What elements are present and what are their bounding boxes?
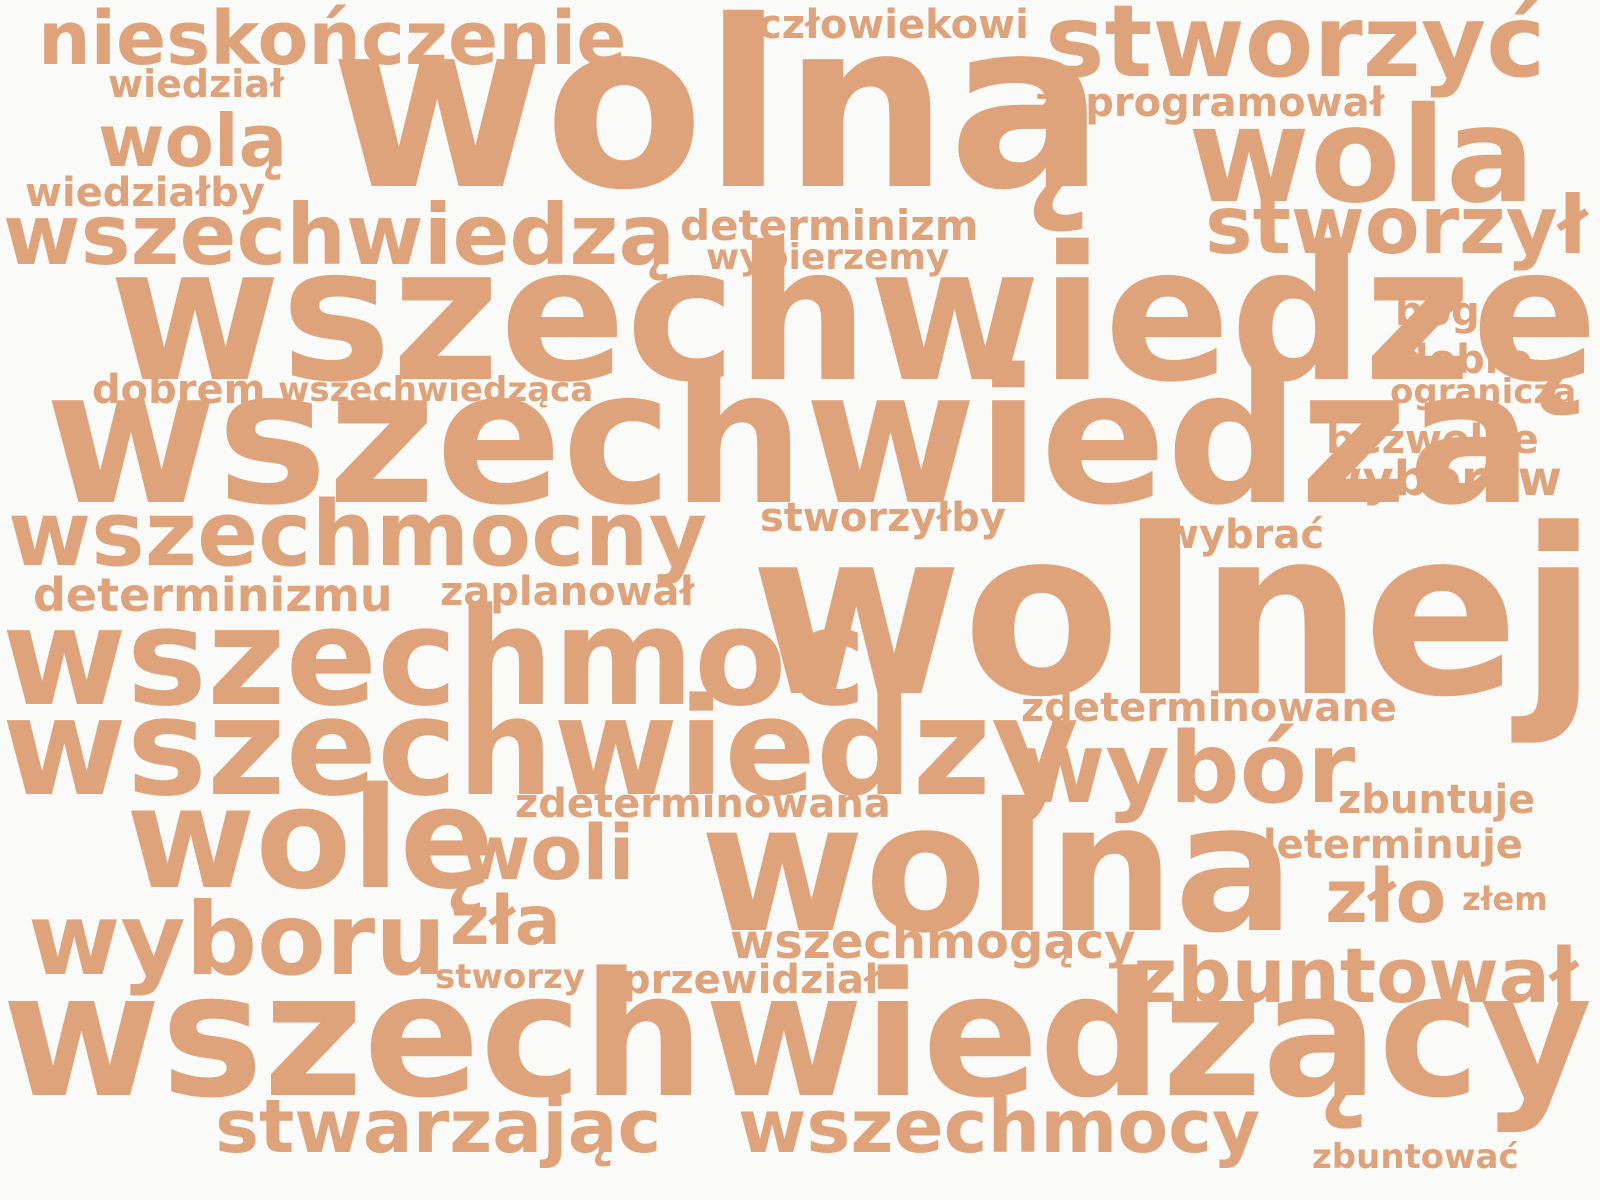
word-wyborow: wyborów [1318, 451, 1562, 507]
word-wszechwiedzy: wszechwiedzy [2, 669, 1080, 826]
word-zbuntuje: zbuntuje [1338, 777, 1536, 823]
word-stworzyc: stworzyć [1045, 0, 1546, 100]
word-przewidzial: przewidział [622, 957, 879, 1003]
word-determinizm: determinizm [680, 201, 979, 250]
word-wiedzial: wiedział [108, 62, 284, 106]
word-wola-instr: wolą [98, 99, 288, 183]
word-zlo: zło [1325, 854, 1447, 940]
word-wolna: wolna [700, 765, 1295, 972]
word-czlowiekowi: człowiekowi [758, 2, 1029, 48]
word-wybierzemy: wybierzemy [706, 237, 950, 278]
word-zaplanowal: zaplanował [440, 569, 695, 615]
word-wszechmocny: wszechmocny [8, 482, 708, 587]
word-wszechmocy: wszechmocy [738, 1084, 1261, 1170]
word-stworzyl: stworzył [1205, 179, 1588, 272]
word-zbuntowac: zbuntować [1312, 1137, 1519, 1177]
word-nieskonczenie: nieskończenie [38, 0, 627, 82]
word-wybrac: wybrać [1162, 512, 1325, 558]
word-stwarzajac: stwarzając [215, 1084, 662, 1170]
word-wiedzialby: wiedziałby [25, 170, 265, 216]
word-zaprogramowal: zaprogramował [1035, 80, 1385, 126]
word-wyboru: wyboru [28, 881, 447, 998]
word-dobrem: dobrem [92, 367, 266, 413]
word-zbuntowal: zbuntował [1133, 931, 1579, 1020]
word-zlem: złem [1462, 880, 1548, 918]
word-wola: wola [1188, 79, 1535, 233]
word-wszechwiedza-instr: wszechwiedzą [3, 186, 676, 284]
word-zdeterminowane: zdeterminowane [1021, 685, 1397, 731]
word-woli: woli [460, 808, 635, 897]
word-stworzy: stworzy [435, 957, 585, 997]
word-bezwolne: bezwolne [1326, 417, 1539, 463]
word-stworzylby: stworzyłby [760, 495, 1006, 541]
word-wolnej: wolnej [750, 481, 1598, 748]
word-zla: zła [450, 882, 561, 961]
word-determinizmu: determinizmu [33, 568, 393, 622]
word-ogranicza: ogranicza [1390, 372, 1577, 412]
word-determinuje: determinuje [1248, 822, 1523, 868]
word-zdeterminowana: zdeterminowana [515, 781, 891, 827]
word-wszechmoc: wszechmoc [2, 579, 867, 736]
word-wolna-large: wolną [330, 0, 1105, 241]
word-dobro: dobro [1400, 337, 1532, 383]
word-wybor: wybór [1015, 712, 1356, 826]
word-wszechmogacy: wszechmogący [730, 914, 1136, 970]
word-wszechwiedze: wszechwiedzę [109, 206, 1598, 423]
word-wszechwiedzaca: wszechwiedząca [278, 370, 594, 410]
word-wszechwiedza: wszechwiedza [45, 329, 1534, 546]
word-wszechwiedzacy: wszechwiedzący [2, 935, 1593, 1136]
word-wole: wolę [126, 758, 495, 921]
word-bog: bóg [1395, 289, 1480, 335]
